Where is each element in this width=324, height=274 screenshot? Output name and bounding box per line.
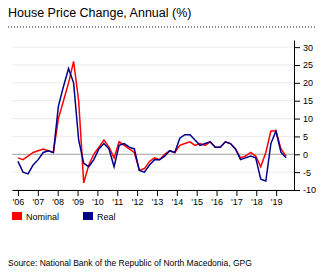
grid-line (12, 190, 294, 191)
series-line (18, 69, 286, 182)
y-tick-label: -5 (303, 168, 311, 178)
x-tick: '14 (171, 190, 183, 207)
x-tick-mark (137, 190, 138, 196)
x-tick-label: '17 (231, 197, 243, 207)
plot: '06 '07 '08 '09 '10 '11 '12 '13 '14 '15 '16 '17 '18 '… (12, 41, 316, 208)
x-tick: '10 (92, 190, 104, 207)
legend-swatch (83, 212, 93, 220)
y-tick: 10 (294, 114, 313, 124)
grid-line (12, 136, 294, 137)
x-tick-mark (276, 190, 277, 196)
y-tick-label: 30 (303, 43, 313, 53)
y-tick: -10 (294, 185, 316, 195)
y-tick-label: 15 (303, 96, 313, 106)
x-tick: '08 (52, 190, 64, 207)
title: House Price Change, Annual (%) (8, 6, 191, 20)
x-tick-label: '07 (32, 197, 44, 207)
x-axis: '06 '07 '08 '09 '10 '11 '12 '13 '14 '15 '16 '17 '18 '… (13, 190, 295, 207)
annotation: Source: National Bank of the Republic of… (8, 258, 252, 268)
legend-label: Real (97, 212, 116, 222)
chart: House Price Change, Annual (%)'06'07'08'… (0, 0, 324, 274)
series-line (18, 61, 286, 182)
y-tick-mark (294, 190, 300, 191)
y-tick-label: -10 (303, 185, 316, 195)
y-tick-mark (294, 83, 300, 84)
y-tick-mark (294, 65, 300, 66)
x-tick-label: '16 (211, 197, 223, 207)
y-axis-line (294, 41, 295, 191)
y-tick: 25 (294, 60, 313, 70)
x-tick-label: '09 (72, 197, 84, 207)
y-tick-label: 25 (303, 60, 313, 70)
x-tick: '18 (251, 190, 263, 207)
legend-label: Nominal (26, 212, 59, 222)
x-tick-mark (217, 190, 218, 196)
title-separator (8, 27, 316, 28)
grid-line (12, 65, 294, 66)
x-tick: '15 (191, 190, 203, 207)
x-tick-label: '14 (171, 197, 183, 207)
y-tick-mark (294, 172, 300, 173)
x-tick: '06 (13, 190, 25, 207)
x-tick-mark (78, 190, 79, 196)
x-tick-mark (256, 190, 257, 196)
y-axis: -10 -5 0 5 10 15 20 25 30 (294, 41, 316, 196)
y-tick-mark (294, 136, 300, 137)
y-tick: 20 (294, 78, 313, 88)
x-tick: '19 (271, 190, 283, 207)
x-tick-label: '12 (132, 197, 144, 207)
y-tick-mark (294, 101, 300, 102)
legend: Nominal Real (12, 212, 116, 222)
x-tick-mark (97, 190, 98, 196)
x-tick-mark (58, 190, 59, 196)
x-tick: '17 (231, 190, 243, 207)
x-tick-mark (197, 190, 198, 196)
x-tick-mark (177, 190, 178, 196)
y-tick-label: 10 (303, 114, 313, 124)
x-tick-mark (117, 190, 118, 196)
lines (18, 61, 286, 182)
y-tick-label: 0 (303, 150, 308, 160)
x-tick-label: '08 (52, 197, 64, 207)
y-tick: 0 (294, 150, 308, 160)
x-tick-mark (157, 190, 158, 196)
y-tick-mark (294, 119, 300, 120)
y-tick-label: 5 (303, 132, 308, 142)
x-tick-mark (236, 190, 237, 196)
x-tick: '16 (211, 190, 223, 207)
y-tick: 15 (294, 96, 313, 106)
grid (12, 47, 294, 190)
x-tick: '07 (32, 190, 44, 207)
x-tick-label: '15 (191, 197, 203, 207)
grid-line (12, 82, 294, 83)
x-tick-label: '19 (271, 197, 283, 207)
x-tick-mark (18, 190, 19, 196)
grid-line (12, 100, 294, 101)
y-tick: 5 (294, 132, 308, 142)
x-axis-line (13, 190, 295, 191)
x-tick-label: '11 (112, 197, 123, 207)
x-tick-label: '13 (152, 197, 164, 207)
x-tick-label: '18 (251, 197, 263, 207)
x-tick: '09 (72, 190, 84, 207)
x-tick: '13 (152, 190, 164, 207)
y-tick-label: 20 (303, 78, 313, 88)
y-tick: -5 (294, 168, 311, 178)
grid-line (12, 118, 294, 119)
x-tick-label: '06 (13, 197, 25, 207)
x-tick-mark (38, 190, 39, 196)
x-tick-label: '10 (92, 197, 104, 207)
grid-line (12, 172, 294, 173)
x-tick: '11 (112, 190, 123, 207)
legend-item: Real (83, 212, 116, 222)
legend-swatch (12, 212, 22, 220)
grid-line (12, 47, 294, 48)
y-tick: 30 (294, 43, 313, 53)
x-tick: '12 (132, 190, 144, 207)
legend-item: Nominal (12, 212, 59, 222)
y-tick-mark (294, 154, 300, 155)
y-tick-mark (294, 47, 300, 48)
